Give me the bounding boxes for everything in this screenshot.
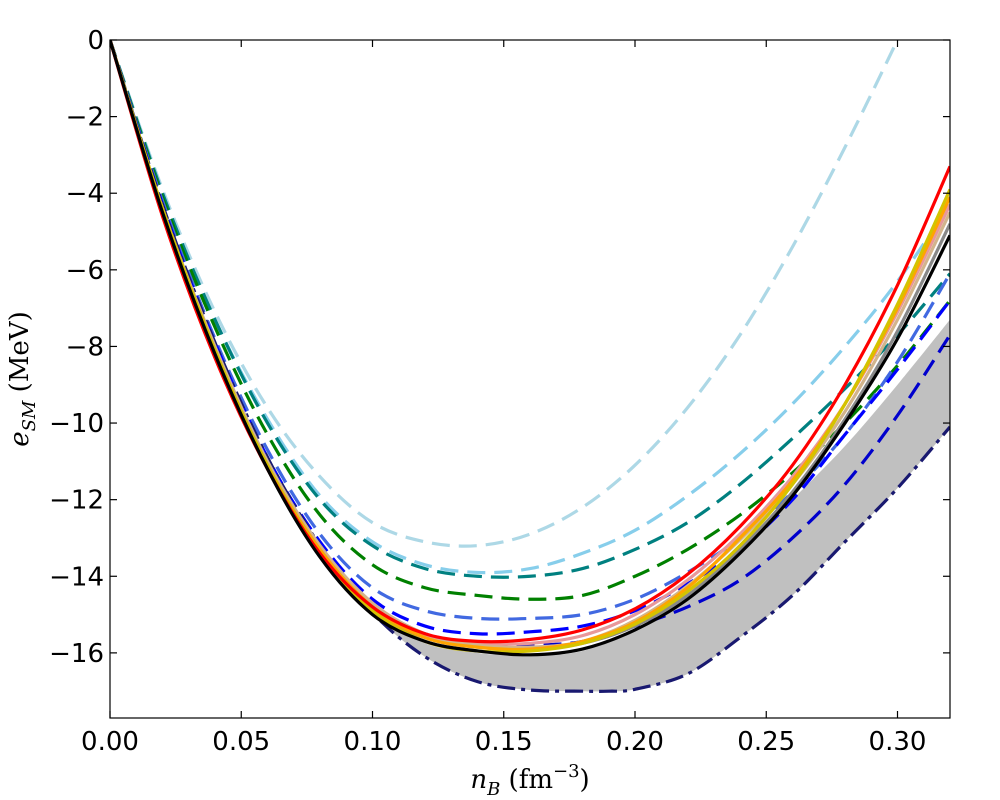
y-tick-label: −14	[49, 562, 104, 592]
y-tick-label: −12	[49, 486, 104, 516]
series-black-solid	[110, 40, 950, 657]
plot-frame	[109, 39, 951, 719]
x-tick-label: 0.20	[606, 727, 664, 757]
y-tick-label: 0	[87, 26, 104, 56]
y-tick-label: −16	[49, 639, 104, 669]
x-tick-label: 0.05	[212, 727, 270, 757]
y-tick-label: −6	[66, 256, 104, 286]
gray-band-layer	[110, 40, 950, 692]
series-royal-blue-dashed	[110, 40, 950, 621]
x-axis-title: nB (fm−3)	[470, 761, 589, 800]
series-blue-dashed-1	[110, 40, 950, 636]
series-teal-dashed	[110, 40, 950, 579]
gray-band	[110, 40, 950, 692]
series-navy-dash-dot	[110, 40, 950, 693]
y-tick-label: −10	[49, 409, 104, 439]
x-tick-label: 0.25	[737, 727, 795, 757]
y-axis-ticks: 0 −2 −4 −6 −8 −10 −12 −14 −16	[49, 26, 950, 669]
y-tick-label: −4	[66, 179, 104, 209]
x-tick-label: 0.30	[869, 727, 927, 757]
series-green-dashed	[110, 40, 950, 601]
x-axis-ticks: 0.00 0.05 0.10 0.15 0.20 0.25 0.30	[81, 40, 926, 757]
y-tick-label: −8	[66, 332, 104, 362]
series-light-blue-dashed	[110, 40, 899, 548]
y-axis-title: eSM (MeV)	[5, 311, 40, 447]
x-tick-label: 0.10	[344, 727, 402, 757]
x-tick-label: 0.00	[81, 727, 139, 757]
x-tick-label: 0.15	[475, 727, 533, 757]
series-layer	[110, 40, 950, 693]
y-tick-label: −2	[66, 103, 104, 133]
